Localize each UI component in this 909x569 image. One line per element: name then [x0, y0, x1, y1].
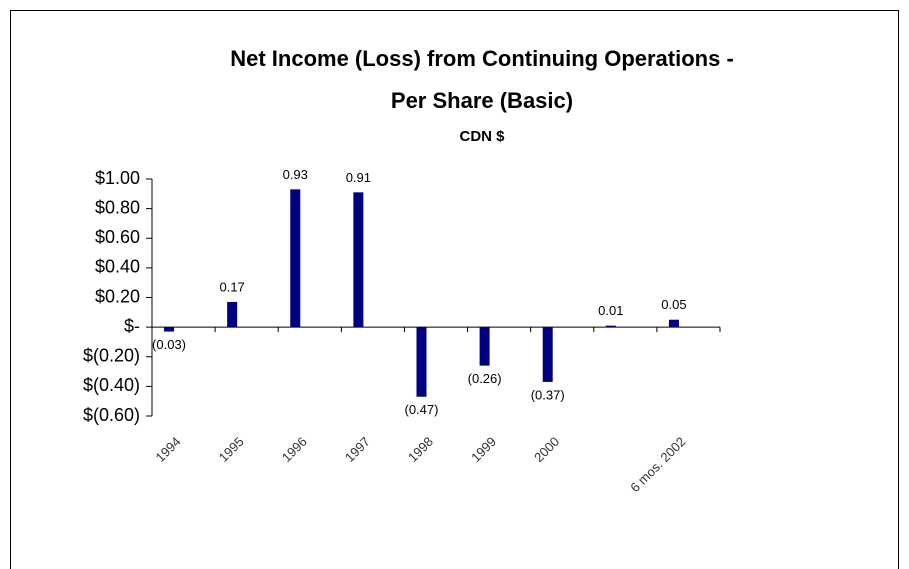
- x-tick-label: 1999: [468, 434, 499, 465]
- bar: [290, 189, 301, 328]
- chart-title: Per Share (Basic): [391, 88, 573, 113]
- x-tick-label: 1995: [216, 434, 247, 465]
- y-tick-label: $1.00: [95, 168, 140, 188]
- bar: [416, 327, 427, 397]
- bar: [542, 327, 553, 382]
- x-tick-label: 1997: [342, 434, 373, 465]
- data-label: 0.91: [346, 170, 371, 185]
- data-label: (0.47): [405, 402, 439, 417]
- x-tick-label: 6 mos. 2002: [627, 434, 688, 495]
- bar: [227, 301, 238, 328]
- bar: [353, 192, 364, 328]
- y-tick-label: $0.60: [95, 227, 140, 247]
- data-label: (0.26): [468, 371, 502, 386]
- y-tick-label: $0.40: [95, 257, 140, 277]
- data-label: 0.05: [661, 297, 686, 312]
- bar: [605, 325, 616, 328]
- data-label: 0.01: [598, 303, 623, 318]
- bar: [668, 319, 679, 328]
- x-tick-label: 1996: [279, 434, 310, 465]
- x-tick-label: 1998: [405, 434, 436, 465]
- data-label: 0.17: [219, 279, 244, 294]
- y-tick-label: $(0.20): [83, 346, 140, 366]
- chart-border: [10, 10, 899, 569]
- data-label: (0.37): [531, 387, 565, 402]
- chart-subtitle: CDN $: [459, 128, 505, 145]
- data-label: (0.03): [152, 337, 186, 352]
- x-tick-label: 2000: [531, 434, 562, 465]
- y-tick-label: $(0.60): [83, 405, 140, 425]
- chart-title: Net Income (Loss) from Continuing Operat…: [230, 46, 734, 71]
- y-tick-label: $0.20: [95, 286, 140, 306]
- y-tick-label: $0.80: [95, 197, 140, 217]
- bar: [479, 327, 490, 366]
- bar: [164, 327, 175, 332]
- y-tick-label: $-: [124, 316, 140, 336]
- x-tick-label: 1994: [153, 434, 184, 465]
- data-label: 0.93: [283, 167, 308, 182]
- y-tick-label: $(0.40): [83, 375, 140, 395]
